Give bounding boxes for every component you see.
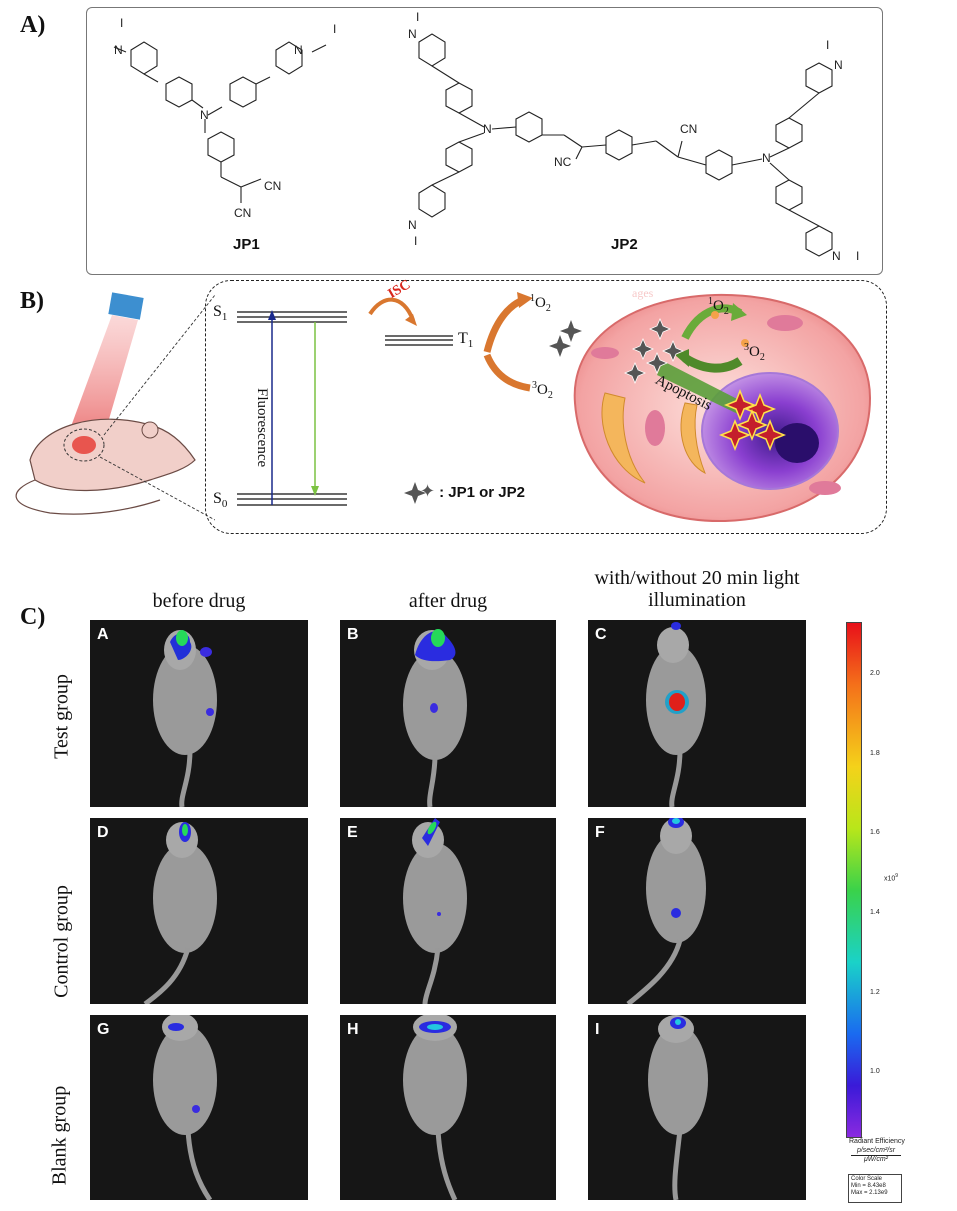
colorbar-gradient: [846, 622, 862, 1138]
t1-label: T1: [458, 330, 474, 351]
cell-singlet-oxygen-label: 1O2: [708, 296, 729, 317]
mouse-illumination-illustration: [15, 292, 215, 521]
svg-text:N: N: [832, 249, 841, 263]
faint-cell-word: ages: [632, 286, 654, 300]
svg-text:I: I: [856, 249, 859, 263]
svg-text:I: I: [120, 16, 123, 30]
fluorescence-label: Fluorescence: [254, 388, 270, 468]
cell-illustration: [573, 293, 872, 523]
s0-label: S0: [213, 490, 228, 511]
mouse-image-a: A: [90, 620, 308, 807]
s1-label: S1: [213, 303, 228, 324]
row-header-test: Test group: [50, 674, 73, 759]
svg-text:N: N: [483, 122, 492, 136]
sparkle-icon: ✦: [420, 481, 436, 501]
svg-text:CN: CN: [680, 122, 697, 136]
svg-text:N: N: [408, 218, 417, 232]
panel-a-letter: A): [20, 12, 46, 38]
column-header-illumination: with/without 20 min light illumination: [594, 567, 800, 611]
column-header-after-drug: after drug: [408, 590, 488, 612]
jp2-label: JP2: [611, 236, 638, 253]
colorbar-multiplier: x109: [884, 873, 899, 883]
triplet-oxygen-label: 3O2: [532, 380, 553, 401]
svg-text:I: I: [416, 10, 419, 24]
colorbar-title: Radiant Efficiency: [849, 1138, 905, 1145]
mouse-image-d: D: [90, 818, 308, 1004]
svg-text:NC: NC: [554, 155, 572, 169]
svg-text:N: N: [294, 43, 303, 57]
jp1-label: JP1: [233, 236, 260, 253]
mouse-image-c: C: [588, 620, 806, 807]
jp2-structure: [418, 33, 833, 257]
mouse-image-f: F: [588, 818, 806, 1004]
colorbar-tick: 1.0: [870, 1068, 880, 1075]
column-header-before-drug: before drug: [152, 590, 246, 612]
svg-text:I: I: [414, 234, 417, 248]
color-scale-box: Color Scale Min = 8.43e8 Max = 2.13e9: [848, 1174, 902, 1203]
panel-c-letter: C): [20, 604, 46, 630]
svg-text:CN: CN: [264, 179, 281, 193]
svg-text:N: N: [114, 43, 123, 57]
mouse-image-i: I: [588, 1015, 806, 1200]
lamp-icon: [108, 292, 144, 320]
mouse-image-b: B: [340, 620, 556, 807]
mouse-image-g: G: [90, 1015, 308, 1200]
panel-a-frame: [86, 7, 883, 275]
svg-text:N: N: [834, 58, 843, 72]
svg-text:N: N: [200, 108, 209, 122]
jp1-structure: [113, 41, 327, 203]
colorbar-tick: 1.4: [870, 909, 880, 916]
colorbar-tick: 1.6: [870, 829, 880, 836]
mouse-image-h: H: [340, 1015, 556, 1200]
panel-b-letter: B): [20, 288, 44, 314]
colorbar-tick: 1.2: [870, 989, 880, 996]
mouse-image-e: E: [340, 818, 556, 1004]
svg-text:I: I: [826, 38, 829, 52]
photosensitizer-legend: ✦ : JP1 or JP2: [420, 481, 525, 501]
row-header-blank: Blank group: [48, 1085, 71, 1186]
svg-text:I: I: [333, 22, 336, 36]
colorbar-units: p/sec/cm²/sr μW/cm²: [851, 1147, 901, 1164]
svg-text:N: N: [762, 151, 771, 165]
svg-text:N: N: [408, 27, 417, 41]
panel-b-frame: [205, 280, 887, 534]
jablonski-diagram: [237, 292, 582, 506]
cell-triplet-oxygen-label: 3O2: [744, 342, 765, 363]
row-header-control: Control group: [50, 885, 73, 998]
singlet-oxygen-label: 1O2: [530, 293, 551, 314]
svg-text:CN: CN: [234, 206, 251, 220]
colorbar-tick: 2.0: [870, 670, 880, 677]
colorbar-tick: 1.8: [870, 750, 880, 757]
